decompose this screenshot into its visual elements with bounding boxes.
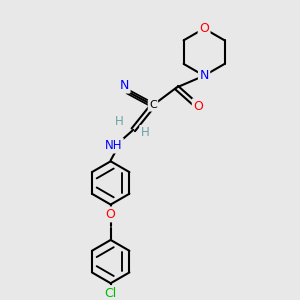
Text: O: O xyxy=(193,100,203,113)
Text: Cl: Cl xyxy=(104,286,117,300)
Text: C: C xyxy=(149,100,157,110)
Text: H: H xyxy=(115,116,124,128)
Text: O: O xyxy=(199,22,209,35)
Text: N: N xyxy=(120,79,129,92)
Text: N: N xyxy=(200,69,209,82)
Text: NH: NH xyxy=(105,139,122,152)
Text: O: O xyxy=(106,208,116,221)
Text: H: H xyxy=(141,126,149,139)
